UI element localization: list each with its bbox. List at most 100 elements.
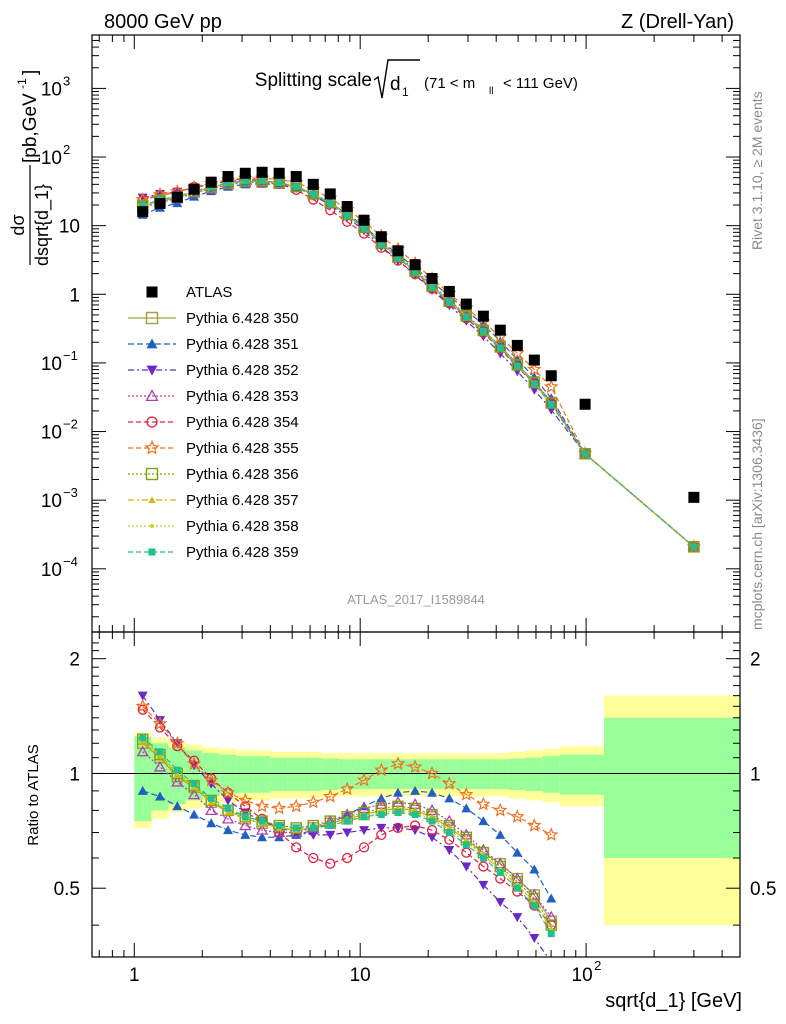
ratio-series-point — [221, 812, 235, 824]
main-series-point — [360, 224, 368, 232]
ratio-series-point — [512, 913, 523, 923]
main-title-text: Splitting scale — [255, 70, 372, 91]
y-tick-label-sup: −3 — [63, 485, 78, 500]
ratio-series-point — [291, 842, 302, 853]
ratio-series-point — [139, 734, 147, 742]
ratio-stat-band — [236, 756, 254, 793]
ratio-series-point — [340, 781, 355, 796]
ratio-series-line — [142, 751, 552, 918]
ratio-stat-band — [440, 759, 458, 790]
ratio-series-point — [377, 811, 385, 819]
ratio-series-line — [142, 709, 552, 926]
ratio-series-point — [308, 830, 319, 840]
ratio-series-point — [374, 762, 389, 777]
ratio-series-point — [527, 818, 542, 832]
ratio-series-point — [239, 819, 252, 831]
legend-marker — [146, 338, 158, 349]
ratio-series-point — [155, 791, 166, 801]
ratio-series-point — [137, 785, 148, 795]
y-tick-label-text: 10 — [41, 491, 62, 512]
main-title-cut-sub: ll — [489, 86, 493, 97]
ratio-series-point — [238, 792, 253, 807]
ratio-series-point — [461, 847, 472, 858]
header-left-text: 8000 GeV pp — [104, 11, 222, 33]
ratio-series-point — [136, 745, 149, 757]
ratio-series-point — [411, 811, 419, 819]
ratio-series-point — [186, 756, 202, 770]
ratio-series-point — [360, 813, 368, 821]
ratio-series-point — [206, 818, 217, 828]
ratio-series-point — [172, 740, 183, 752]
ratio-stat-band — [134, 736, 152, 822]
main-series-point — [241, 177, 249, 185]
main-series-point — [309, 190, 317, 198]
legend-marker — [150, 524, 154, 528]
legend-marker — [144, 439, 160, 455]
ratio-stat-band — [389, 759, 407, 790]
legend-atlas-label: ATLAS — [186, 284, 232, 301]
ratio-series-point — [461, 803, 472, 813]
ratio-series-point — [529, 864, 540, 874]
y-tick-label-sup: −4 — [63, 554, 78, 569]
ratio-series-point — [190, 780, 198, 788]
x-tick-label-sup: 2 — [594, 958, 601, 973]
ratio-series-point — [275, 822, 283, 830]
ratio-frame — [91, 631, 741, 958]
atlas-point — [307, 178, 319, 190]
y-tick-label: 1 — [69, 285, 80, 306]
ratio-stat-band — [253, 756, 271, 793]
atlas-point — [375, 231, 387, 243]
ratio-series-point — [205, 804, 218, 816]
ratio-stat-band — [304, 757, 322, 791]
y-tick-label: 10 −1 — [41, 348, 78, 375]
ratio-stat-band — [270, 757, 288, 791]
legend-label: Pythia 6.428 357 — [186, 492, 299, 509]
y-label-denominator: dsqrt{d_1} — [32, 184, 53, 266]
atlas-point — [494, 324, 506, 336]
header-right-text: Z (Drell-Yan) — [621, 11, 734, 33]
ratio-series-point — [223, 825, 234, 835]
main-series-point — [688, 541, 700, 553]
ratio-series-point — [444, 793, 455, 803]
atlas-point — [273, 167, 285, 179]
ratio-series-point — [306, 794, 321, 809]
ratio-series-point — [392, 822, 404, 833]
legend: ATLAS Pythia 6.428 350 Pythia 6.428 351 Pyt… — [128, 284, 299, 561]
y-tick-label-text: 10 — [41, 79, 62, 100]
main-series-point — [275, 179, 283, 187]
ratio-series-355 — [135, 698, 559, 841]
x-tick-label: 1 — [129, 965, 140, 986]
atlas-point — [154, 198, 166, 210]
ratio-series-point — [223, 796, 234, 806]
legend-marker — [146, 416, 158, 428]
x-tick-label: 10 — [350, 965, 371, 986]
legend-label: Pythia 6.428 352 — [186, 362, 299, 379]
ratio-series-point — [478, 861, 489, 872]
main-series-point — [394, 254, 402, 262]
ratio-series-point — [289, 798, 304, 813]
atlas-data-points — [137, 166, 700, 503]
ratio-series-point — [409, 820, 421, 831]
ratio-stat-band — [457, 759, 475, 790]
ratio-series-point — [513, 884, 521, 892]
y-label-numerator: dσ — [8, 214, 28, 235]
main-title-cut-open: (71 < m — [424, 75, 475, 92]
x-tick-label-text: 10 — [572, 965, 593, 986]
ratio-y-tick-label-left: 0.5 — [54, 879, 80, 900]
ratio-series-point — [424, 765, 440, 780]
ratio-series-point — [427, 787, 438, 797]
atlas-point — [341, 201, 353, 213]
ratio-series-point — [410, 785, 421, 795]
ratio-series-point — [426, 825, 438, 836]
ratio-series-point — [478, 880, 489, 890]
mcplots-text: mcplots.cern.ch [arXiv:1306.3436] — [749, 418, 765, 630]
y-tick-label-sup: −1 — [63, 348, 78, 363]
main-series-point — [326, 199, 334, 207]
y-label-units-close: ] — [20, 70, 41, 75]
ratio-series-point — [428, 817, 436, 825]
ratio-series-point — [496, 868, 504, 876]
y-tick-label-text: 10 — [41, 423, 62, 444]
legend-label: Pythia 6.428 353 — [186, 388, 299, 405]
ratio-series-layer — [135, 691, 559, 957]
main-title-cut-close: < 111 GeV) — [503, 75, 578, 92]
